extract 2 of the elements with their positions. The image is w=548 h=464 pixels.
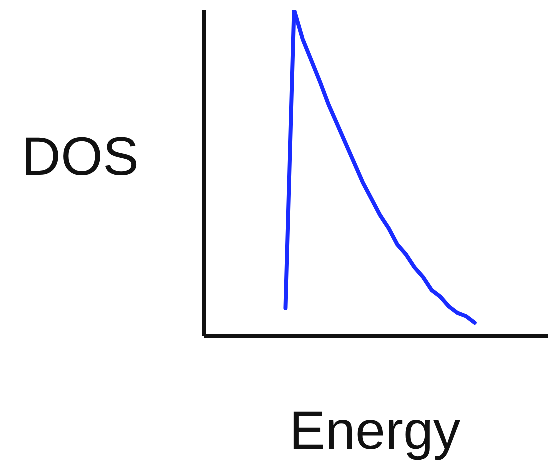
x-axis-title: Energy — [288, 401, 462, 461]
y-axis-title: DOS — [22, 127, 140, 187]
